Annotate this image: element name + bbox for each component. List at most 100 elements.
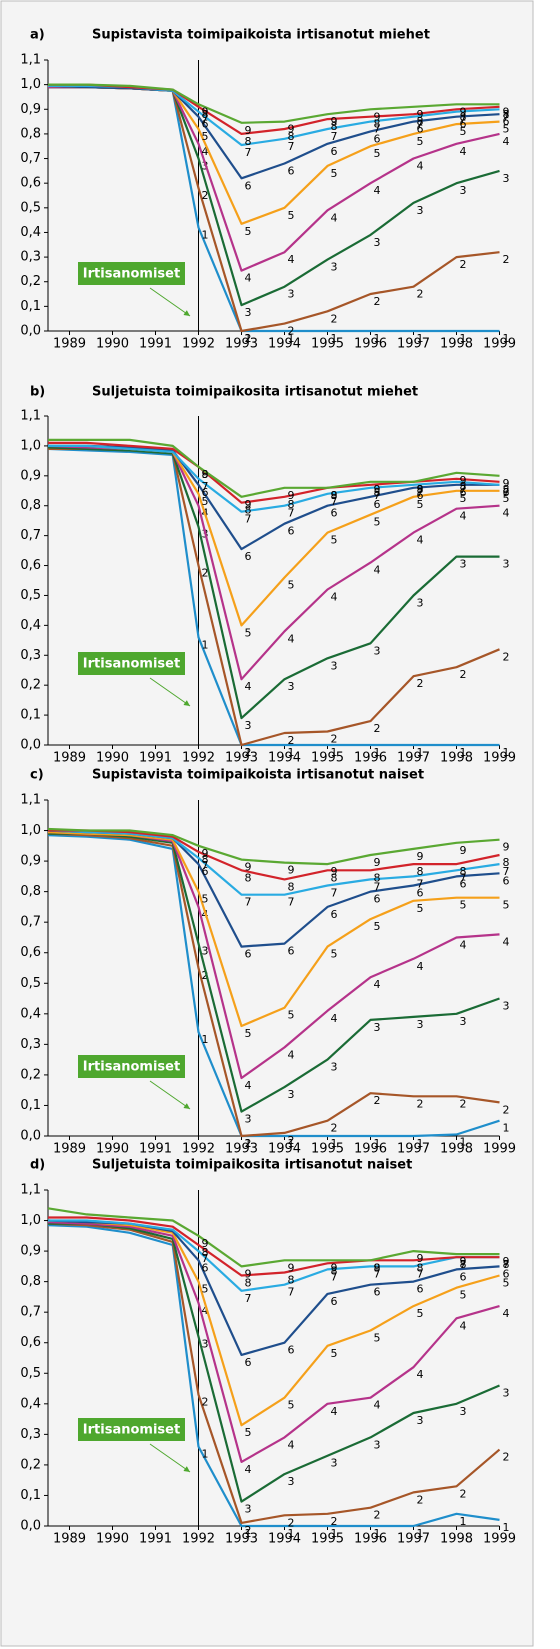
series-label: 4	[503, 935, 510, 948]
series-line	[47, 1222, 501, 1524]
series-label: 4	[374, 1399, 381, 1412]
series-label: 9	[374, 1261, 381, 1274]
series-label: 3	[331, 261, 338, 274]
series-label: 2	[417, 1097, 424, 1110]
series-label: 3	[503, 1000, 510, 1013]
series-label: 5	[331, 1347, 338, 1360]
series-label: 9	[417, 850, 424, 863]
series-label: 6	[245, 179, 252, 192]
annotation-box	[78, 652, 185, 675]
series-label: 5	[245, 1027, 252, 1040]
series-label: 5	[503, 1277, 510, 1290]
series-label: 5	[288, 1399, 295, 1412]
x-tick-label: 1994	[268, 1532, 301, 1547]
y-tick-label: 0,7	[20, 151, 41, 166]
series-label: 6	[417, 123, 424, 136]
x-tick-label: 1991	[139, 751, 172, 766]
series-line	[47, 1219, 500, 1427]
series-label: 9	[374, 110, 381, 123]
x-tick-label: 1989	[53, 1532, 86, 1547]
series-label: 6	[417, 887, 424, 900]
series-label: 2	[202, 1396, 209, 1409]
series-label: 7	[417, 486, 424, 499]
y-tick-label: 0,3	[20, 1037, 41, 1052]
annotation-arrow	[149, 287, 191, 317]
series-label: 8	[288, 1273, 295, 1286]
series-label: 7	[288, 896, 295, 909]
x-tick-label: 1989	[53, 751, 86, 766]
x-tick-label: 1997	[397, 1142, 430, 1157]
x-tick-label: 1994	[268, 337, 301, 352]
y-tick-label: 0,2	[20, 678, 41, 693]
series-label: 4	[460, 145, 467, 158]
series-line	[48, 1216, 500, 1277]
y-tick-label: 0,5	[20, 588, 41, 603]
series-label: 8	[417, 865, 424, 878]
y-tick-label: 0,7	[20, 1305, 41, 1320]
x-tick-label: 1993	[225, 1532, 258, 1547]
series-label: 2	[288, 734, 295, 747]
series-label: 3	[374, 1021, 381, 1034]
series-label: 6	[288, 945, 295, 958]
y-tick-label: 0,0	[20, 324, 41, 339]
series-label: 1	[245, 746, 252, 759]
series-label: 7	[331, 887, 338, 900]
x-tick-label: 1990	[96, 1142, 129, 1157]
series-label: 4	[331, 211, 338, 224]
y-tick-label: 0,1	[20, 1098, 41, 1113]
series-label: 7	[374, 123, 381, 136]
panel-label: d)	[30, 1158, 45, 1173]
x-tick-label: 1992	[182, 1532, 215, 1547]
series-line	[47, 1207, 500, 1268]
series-label: 1	[503, 1521, 510, 1534]
series-label: 8	[460, 110, 467, 123]
series-label: 7	[288, 1286, 295, 1299]
x-tick-label: 1993	[225, 337, 258, 352]
panel-label: b)	[30, 385, 45, 400]
series-label: 1	[374, 1527, 381, 1540]
series-label: 7	[460, 483, 467, 496]
series-label: 1	[202, 229, 209, 242]
series-label: 2	[202, 969, 209, 982]
series-label: 7	[503, 110, 510, 123]
series-label: 8	[202, 468, 209, 481]
series-label: 6	[288, 164, 295, 177]
series-line	[47, 446, 500, 720]
x-tick-label: 1998	[440, 1532, 473, 1547]
series-label: 1	[288, 1137, 295, 1150]
series-label: 1	[202, 638, 209, 651]
series-label: 2	[503, 1103, 510, 1116]
series-label: 2	[460, 258, 467, 271]
series-label: 8	[288, 498, 295, 511]
y-tick-label: 0,4	[20, 1396, 41, 1411]
series-label: 8	[202, 1246, 209, 1259]
x-tick-label: 1996	[354, 1142, 387, 1157]
x-tick-label: 1991	[139, 1532, 172, 1547]
x-tick-label: 1990	[96, 337, 129, 352]
series-label: 9	[460, 474, 467, 487]
y-tick-label: 1,1	[20, 409, 41, 424]
x-tick-label: 1992	[182, 1142, 215, 1157]
series-label: 2	[331, 1515, 338, 1528]
series-label: 7	[331, 130, 338, 143]
series-label: 9	[288, 489, 295, 502]
series-label: 7	[374, 489, 381, 502]
series-label: 4	[460, 510, 467, 523]
series-label: 6	[202, 865, 209, 878]
y-tick-label: 1,0	[20, 1213, 41, 1228]
series-label: 5	[374, 1332, 381, 1345]
y-tick-label: 1,1	[20, 793, 41, 808]
series-label: 5	[202, 1283, 209, 1296]
series-label: 8	[331, 489, 338, 502]
series-label: 2	[503, 253, 510, 266]
x-tick-label: 1997	[397, 1532, 430, 1547]
series-label: 1	[245, 1527, 252, 1540]
series-label: 4	[503, 135, 510, 148]
x-tick-label: 1992	[182, 337, 215, 352]
series-label: 9	[202, 847, 209, 860]
series-label: 4	[288, 632, 295, 645]
series-label: 9	[460, 105, 467, 118]
series-label: 2	[374, 1094, 381, 1107]
series-label: 1	[331, 746, 338, 759]
